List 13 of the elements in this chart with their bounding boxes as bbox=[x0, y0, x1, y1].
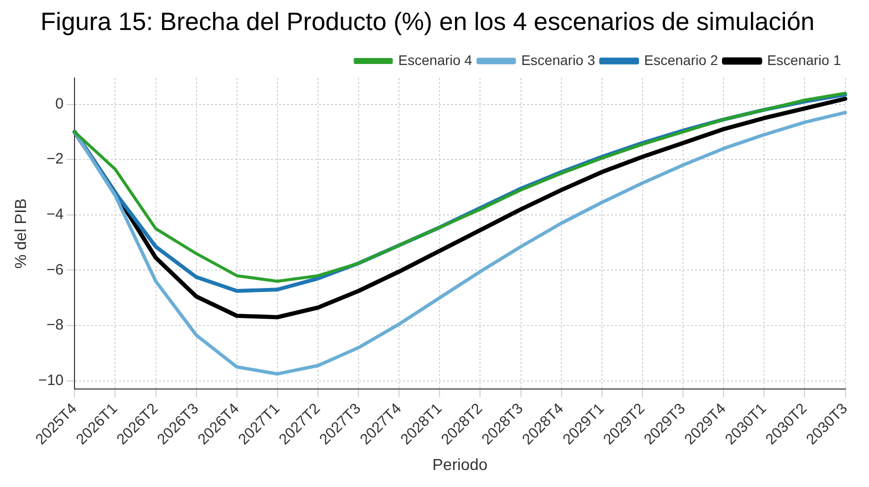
y-tick-label: −4 bbox=[46, 206, 64, 224]
y-tick-label: 0 bbox=[55, 95, 64, 112]
y-tick-label: −8 bbox=[46, 316, 64, 334]
legend-label: Escenario 4 bbox=[398, 52, 472, 68]
legend-label: Escenario 3 bbox=[521, 52, 596, 68]
y-tick-label: −2 bbox=[46, 150, 64, 168]
legend-label: Escenario 2 bbox=[644, 52, 718, 68]
legend-label: Escenario 1 bbox=[767, 52, 842, 68]
chart-title: Figura 15: Brecha del Producto (%) en los 4 escenarios de simulación bbox=[40, 8, 815, 36]
y-tick-label: −6 bbox=[46, 261, 64, 278]
y-axis-title: % del PIB bbox=[13, 198, 30, 269]
y-tick-label: −10 bbox=[38, 372, 64, 389]
x-axis-title: Periodo bbox=[432, 456, 488, 474]
